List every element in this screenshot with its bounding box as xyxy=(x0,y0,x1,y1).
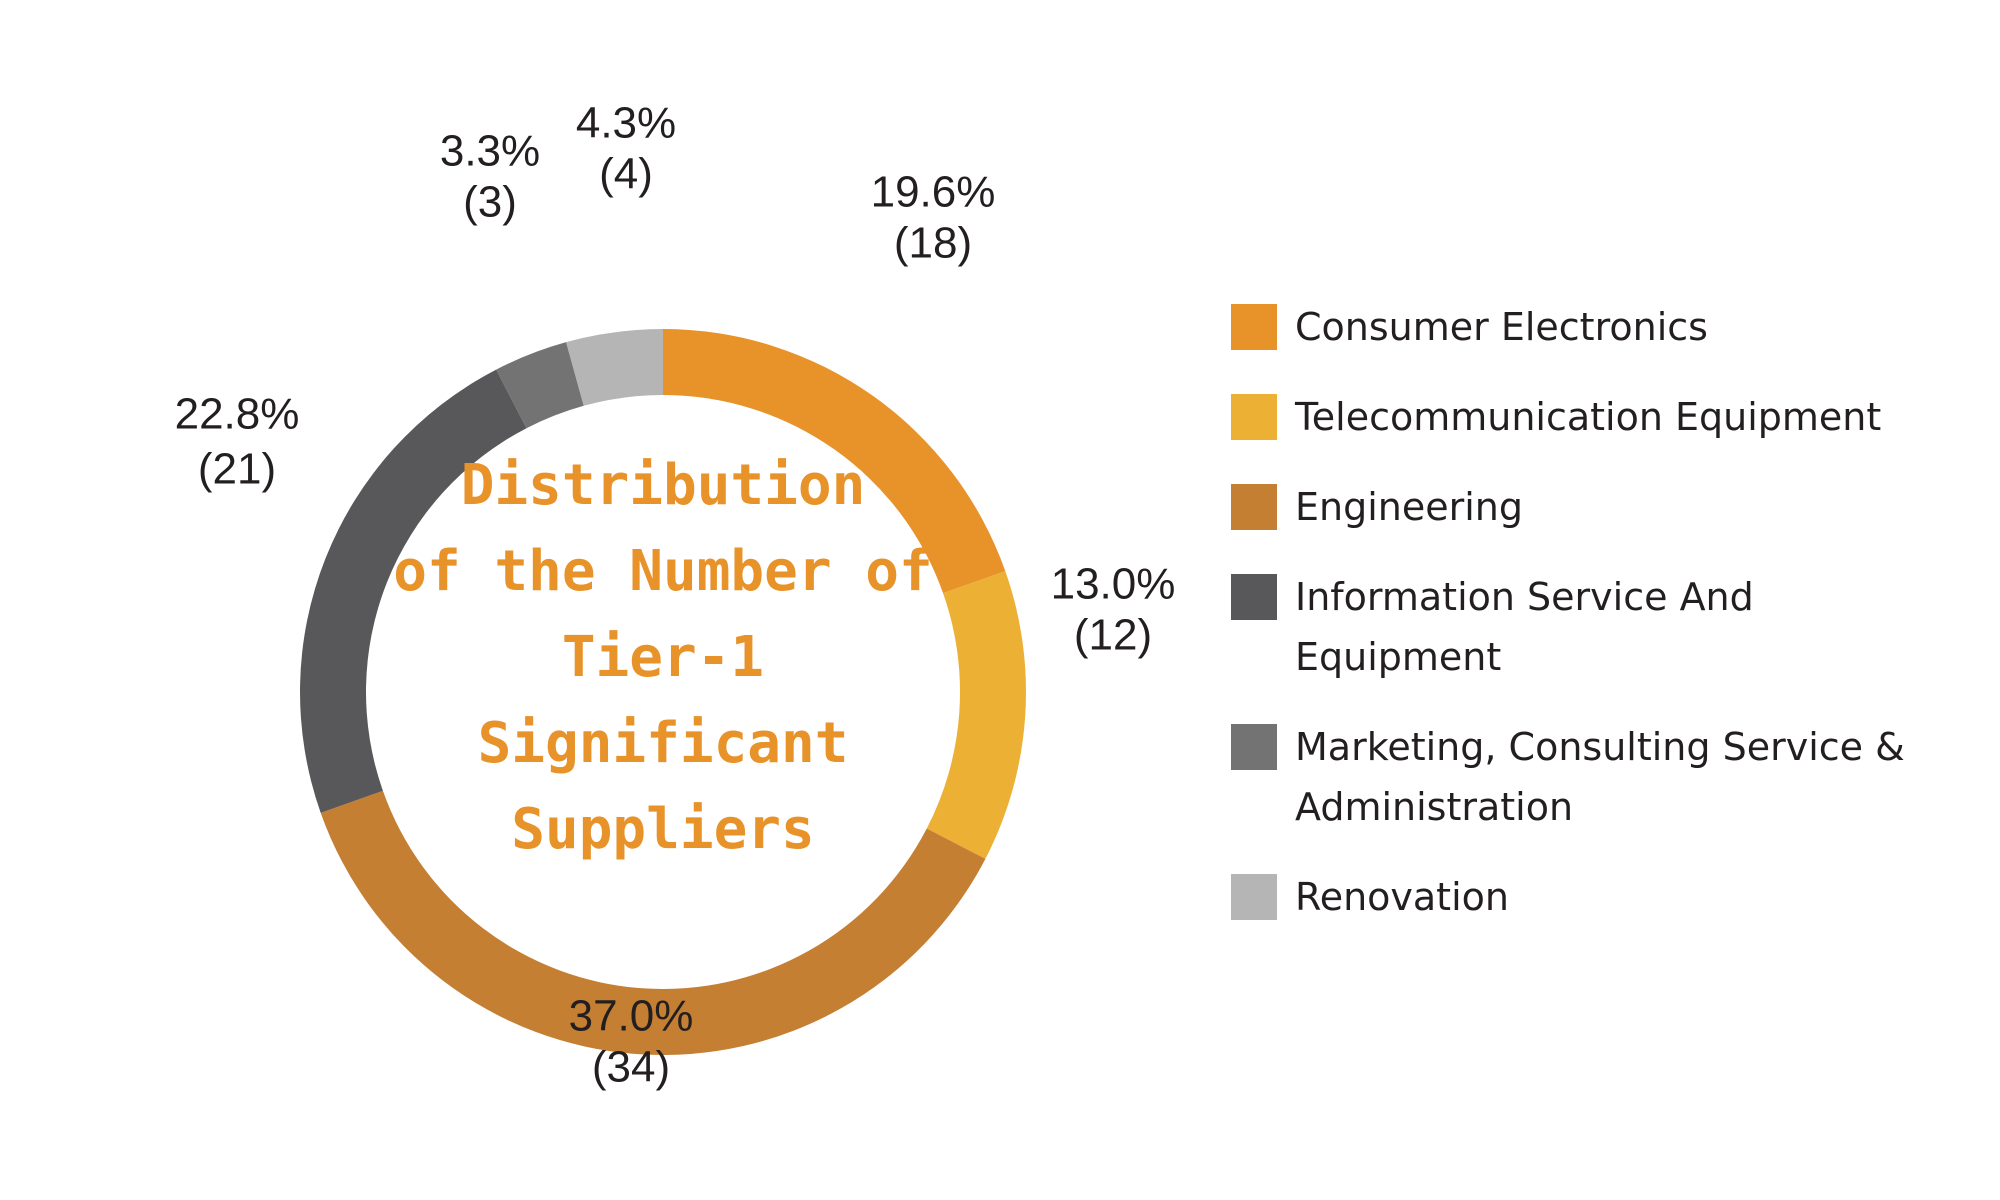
legend-swatch xyxy=(1231,874,1277,920)
count-label: (34) xyxy=(592,1043,670,1092)
donut-slice xyxy=(926,571,1026,859)
value-label: 3.3% xyxy=(440,127,540,176)
legend-swatch xyxy=(1231,394,1277,440)
legend-label: Information Service And Equipment xyxy=(1295,575,1754,679)
value-label: 37.0% xyxy=(569,992,694,1041)
legend-swatch xyxy=(1231,484,1277,530)
legend-item: Information Service And Equipment xyxy=(1231,567,1935,687)
value-label: 13.0% xyxy=(1051,560,1176,609)
value-label: 22.8% xyxy=(175,390,300,439)
donut-slice xyxy=(566,329,663,406)
legend-item: Telecommunication Equipment xyxy=(1231,387,1935,447)
legend-swatch xyxy=(1231,574,1277,620)
legend-label: Consumer Electronics xyxy=(1295,305,1708,349)
legend-swatch xyxy=(1231,724,1277,770)
chart-title: Distribution of the Number of Tier-1 Sig… xyxy=(393,453,933,862)
donut-slice xyxy=(320,790,986,1056)
count-label: (18) xyxy=(894,219,972,268)
value-label: 4.3% xyxy=(576,99,676,148)
donut-slice xyxy=(663,329,1006,594)
count-label: (21) xyxy=(198,445,276,494)
count-label: (4) xyxy=(599,150,653,199)
donut-slice xyxy=(300,369,527,813)
legend-swatch xyxy=(1231,304,1277,350)
legend-label: Marketing, Consulting Service & Administ… xyxy=(1295,725,1905,829)
legend-label: Engineering xyxy=(1295,485,1523,529)
legend-item: Engineering xyxy=(1231,477,1935,537)
legend-label: Telecommunication Equipment xyxy=(1295,395,1882,439)
value-label: 19.6% xyxy=(871,168,996,217)
count-label: (3) xyxy=(463,178,517,227)
legend-label: Renovation xyxy=(1295,875,1509,919)
legend-item: Renovation xyxy=(1231,867,1935,927)
count-label: (12) xyxy=(1074,611,1152,660)
donut-slice xyxy=(496,342,584,429)
legend-item: Marketing, Consulting Service & Administ… xyxy=(1231,717,1935,837)
legend-item: Consumer Electronics xyxy=(1231,297,1935,357)
legend: Consumer Electronics Telecommunication Eq… xyxy=(1231,297,1951,957)
